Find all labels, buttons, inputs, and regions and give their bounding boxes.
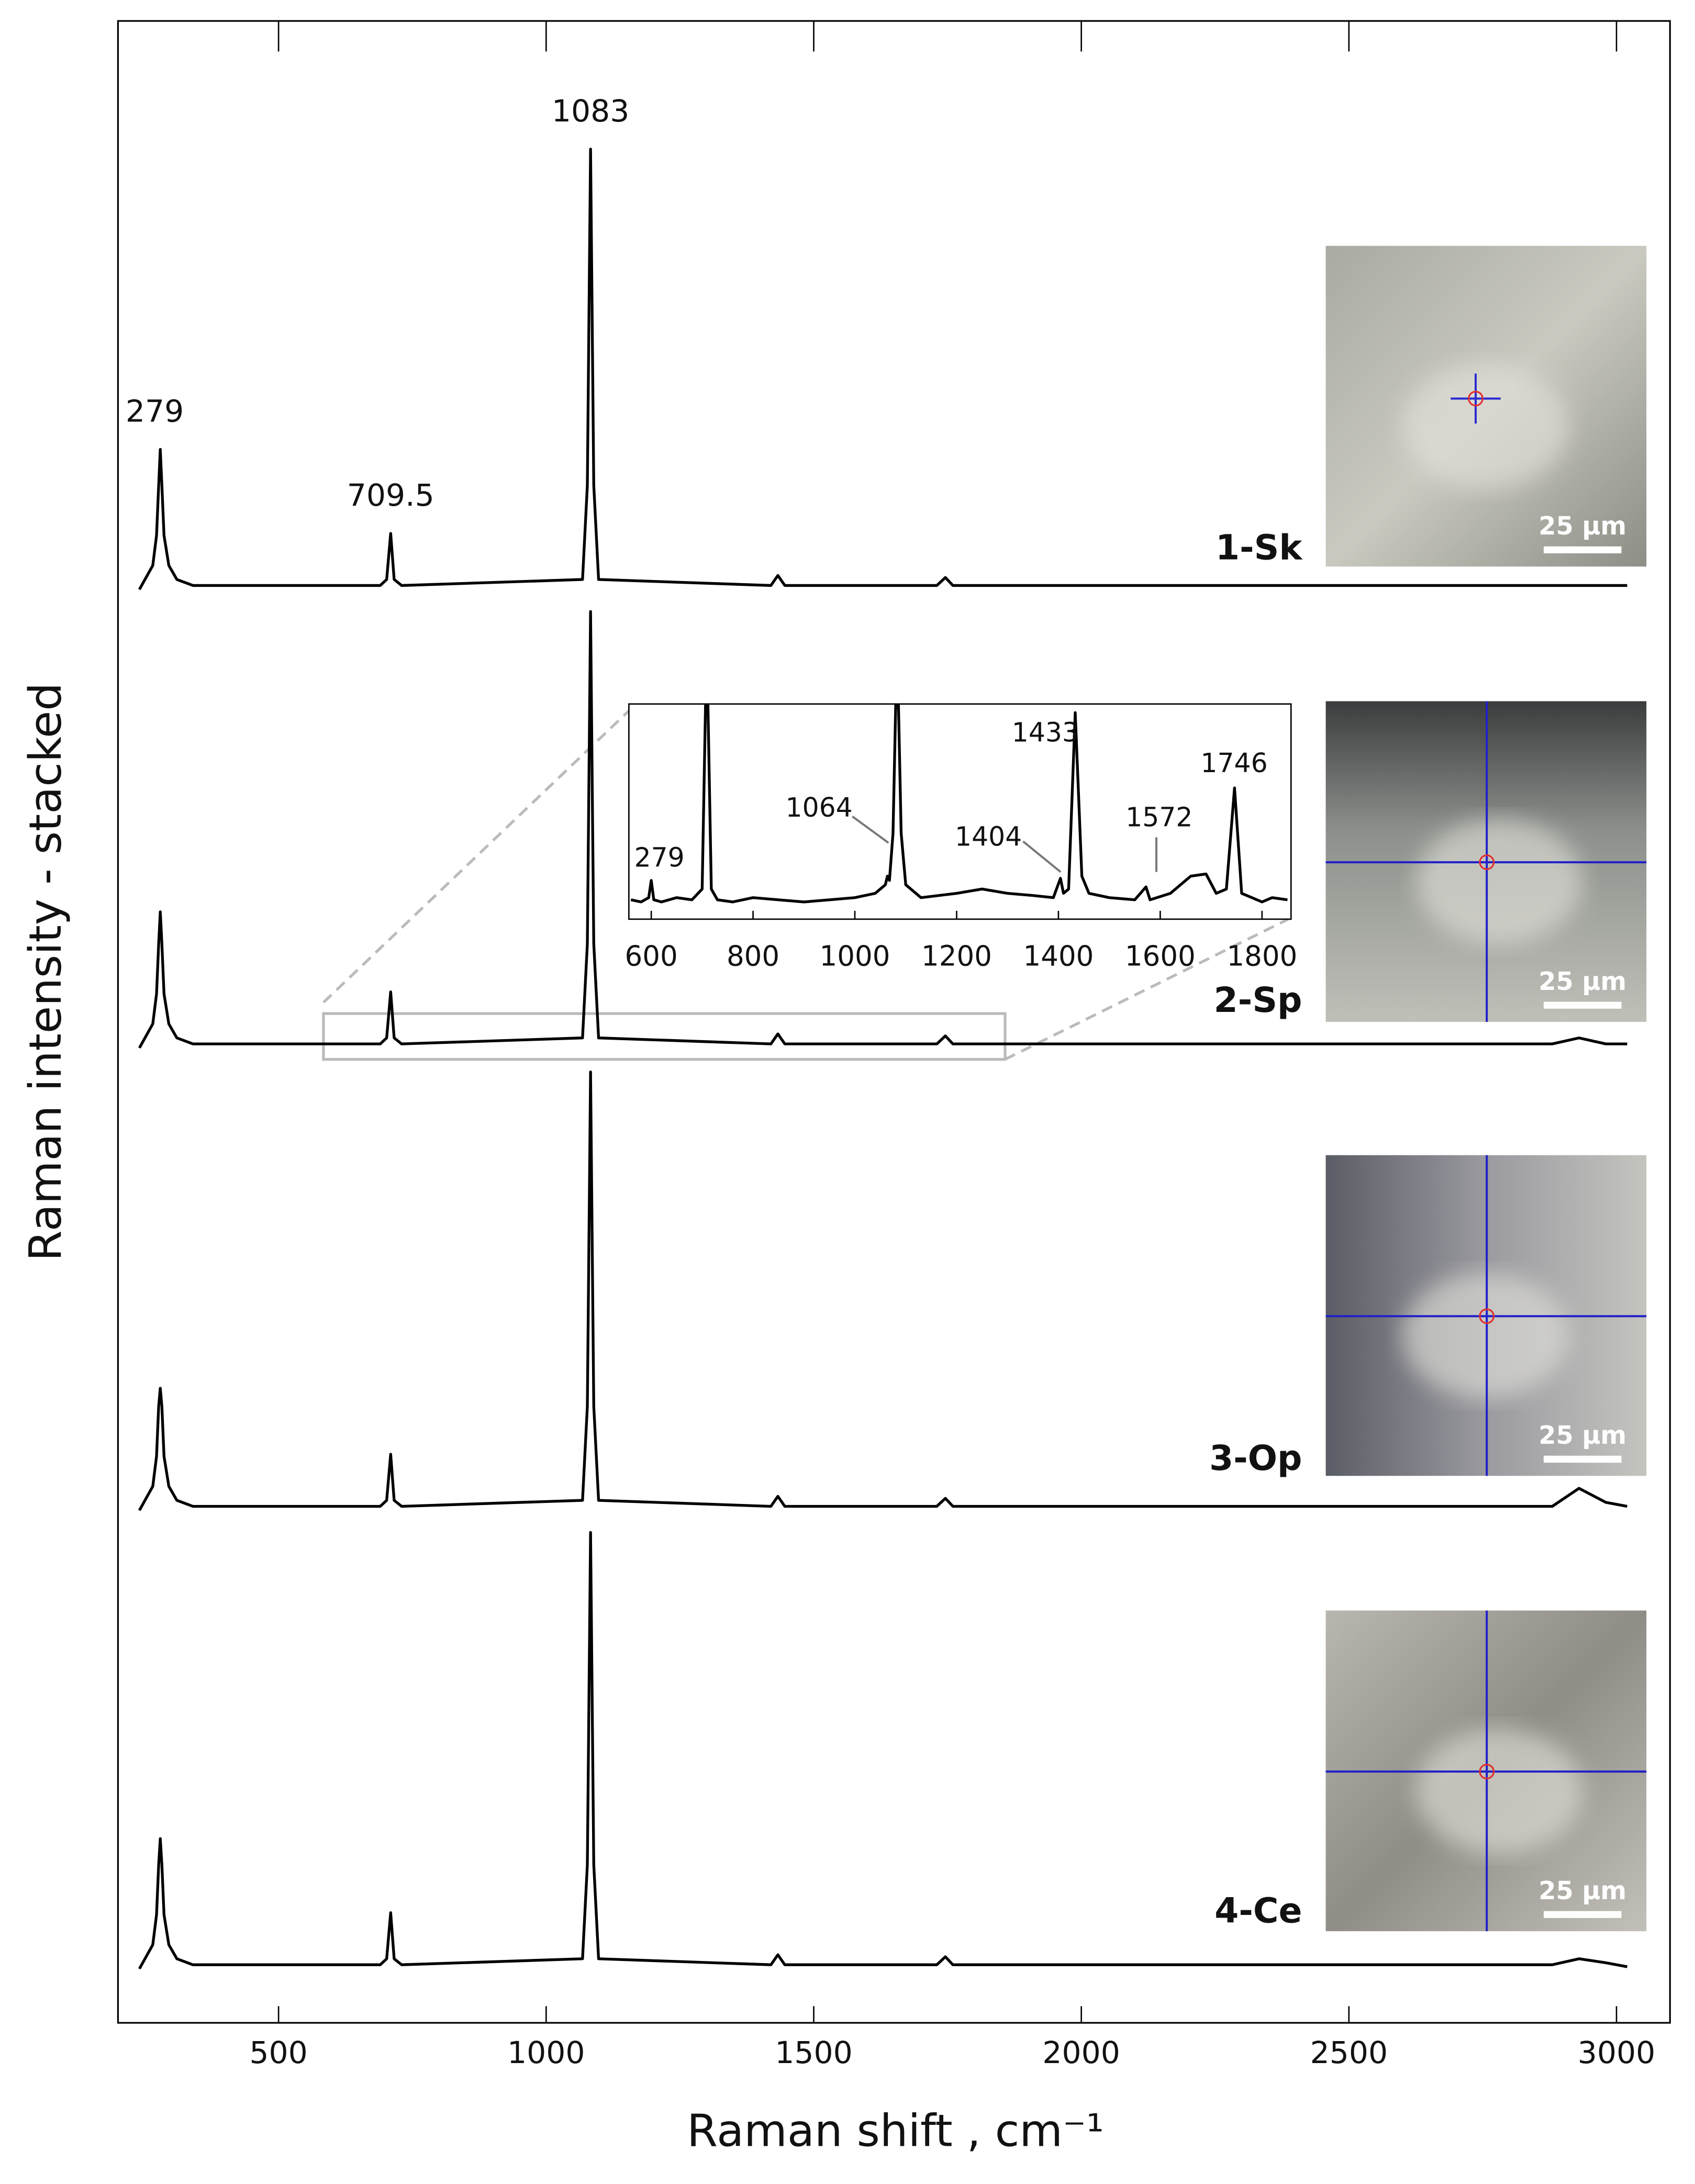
zoom-connector [1004,918,1289,1061]
inset-peak-label: 279 [634,842,685,873]
x-tick-label: 2000 [1042,2035,1120,2070]
micrograph-feature [1415,819,1583,944]
plot-frame [117,20,1671,2024]
x-tick-label: 500 [249,2035,307,2070]
target [1479,854,1495,870]
micrograph-feature [1402,364,1569,489]
x-axis-label: Raman shift , cm⁻¹ [687,2105,1104,2157]
series-label: 3-Op [1209,1438,1302,1478]
scale-bar-label: 25 µm [1538,967,1626,996]
x-tick-label: 1400 [1023,940,1094,973]
zoom-box [322,1012,1007,1061]
inset-peak-label: 1746 [1200,748,1267,778]
spectrum-line [138,1071,1627,1511]
x-tick-label: 1000 [820,940,890,973]
target [1479,1764,1495,1779]
spectrum-line [138,610,1627,1049]
x-tick-label: 600 [625,940,678,973]
spectrum-line [630,704,1288,904]
inset-peak-label: 1064 [786,792,853,823]
peak-label: 279 [126,394,184,429]
inset-peak-label: 1433 [1012,717,1079,748]
series-label: 2-Sp [1214,979,1302,1020]
inset-peak-label: 1404 [955,821,1022,852]
micrograph-feature [1402,1273,1569,1398]
x-tick-label: 1800 [1226,940,1297,973]
target [1468,391,1484,407]
spectrum-line [138,148,1627,590]
x-tick-label: 1000 [507,2035,585,2070]
peak-label: 709.5 [347,477,434,513]
x-tick-label: 2500 [1310,2035,1388,2070]
inset-peak-label: 1572 [1125,801,1192,832]
scale-bar-label: 25 µm [1538,1421,1626,1450]
scale-bar-label: 25 µm [1538,512,1626,541]
x-tick-label: 3000 [1578,2035,1655,2070]
x-tick-label: 1500 [775,2035,852,2070]
x-tick-label: 800 [727,940,779,973]
y-axis-label: Raman intensity - stacked [20,683,72,1261]
x-tick-label: 1600 [1125,940,1196,973]
leader-line [852,815,889,844]
series-label: 1-Sk [1216,527,1303,567]
micrograph-feature [1415,1728,1583,1854]
peak-label: 1083 [552,93,629,129]
micrographs: 25 µm 25 µm 25 µm 25 µm [1325,246,1647,1932]
spectrum-line [138,1531,1627,1970]
leader-line [1022,840,1062,873]
x-tick-label: 1200 [921,940,992,973]
scale-bar-label: 25 µm [1538,1877,1626,1906]
target [1479,1308,1495,1324]
series-label: 4-Ce [1214,1890,1302,1931]
